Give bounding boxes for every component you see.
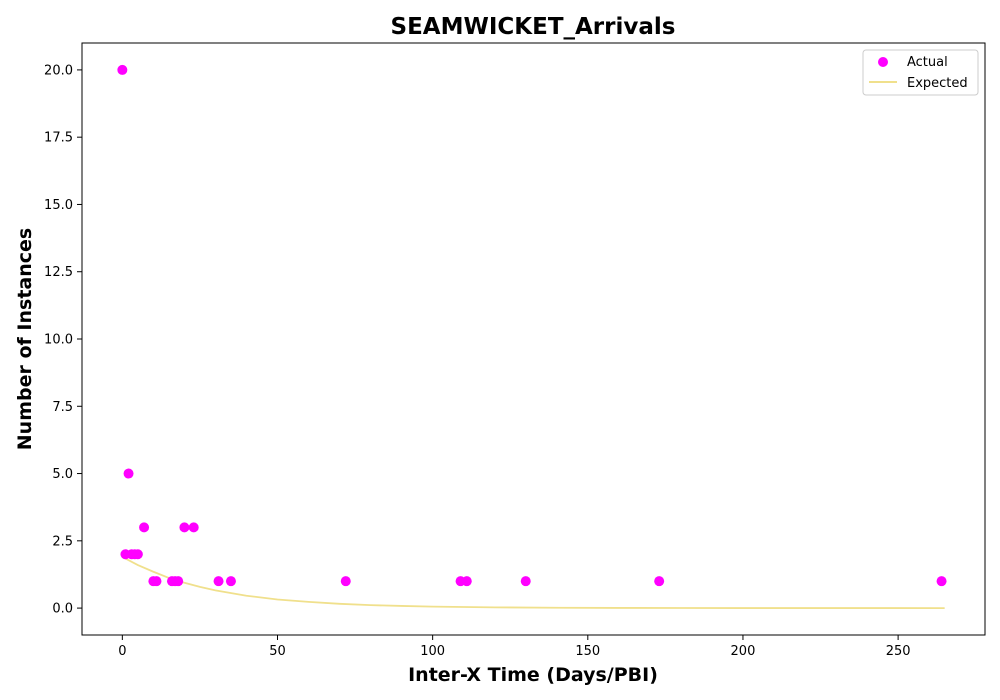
legend-box	[862, 49, 979, 96]
actual-point	[461, 576, 472, 587]
legend-label-actual: Actual	[907, 55, 948, 70]
actual-point	[340, 576, 351, 587]
actual-point	[654, 576, 665, 587]
series-layer	[117, 64, 947, 609]
y-tick-label: 20.0	[44, 63, 73, 78]
y-tick-label: 2.5	[52, 534, 73, 549]
actual-point	[213, 576, 224, 587]
y-axis-title: Number of Instances	[14, 228, 36, 450]
x-tick-label: 50	[269, 644, 286, 659]
actual-point	[117, 64, 128, 75]
actual-point	[188, 522, 199, 533]
legend: Actual Expected	[862, 49, 979, 96]
x-tick-label: 200	[731, 644, 756, 659]
legend-label-expected: Expected	[907, 76, 968, 91]
actual-point	[520, 576, 531, 587]
y-tick-label: 15.0	[44, 198, 73, 213]
x-axis-title: Inter-X Time (Days/PBI)	[408, 664, 658, 686]
y-axis: 0.0 2.5 5.0 7.5 10.0 12.5 15.0 17.5 20.0	[44, 63, 82, 617]
actual-point	[139, 522, 150, 533]
y-tick-label: 12.5	[44, 265, 73, 280]
x-tick-label: 100	[420, 644, 445, 659]
actual-point	[151, 576, 162, 587]
x-tick-label: 0	[118, 644, 126, 659]
x-tick-label: 150	[575, 644, 600, 659]
x-axis: 0 50 100 150 200 250	[118, 635, 911, 659]
plot-area	[81, 42, 986, 636]
y-tick-label: 5.0	[52, 467, 73, 482]
actual-point	[936, 576, 947, 587]
actual-point	[179, 522, 190, 533]
legend-marker-actual	[878, 57, 888, 67]
actual-point	[132, 549, 143, 560]
actual-point	[225, 576, 236, 587]
y-tick-label: 7.5	[52, 400, 73, 415]
y-tick-label: 17.5	[44, 131, 73, 146]
actual-point	[123, 468, 134, 479]
chart-title: SEAMWICKET_Arrivals	[391, 14, 676, 40]
y-tick-label: 0.0	[52, 602, 73, 617]
x-tick-label: 250	[886, 644, 911, 659]
actual-point	[173, 576, 184, 587]
y-tick-label: 10.0	[44, 333, 73, 348]
